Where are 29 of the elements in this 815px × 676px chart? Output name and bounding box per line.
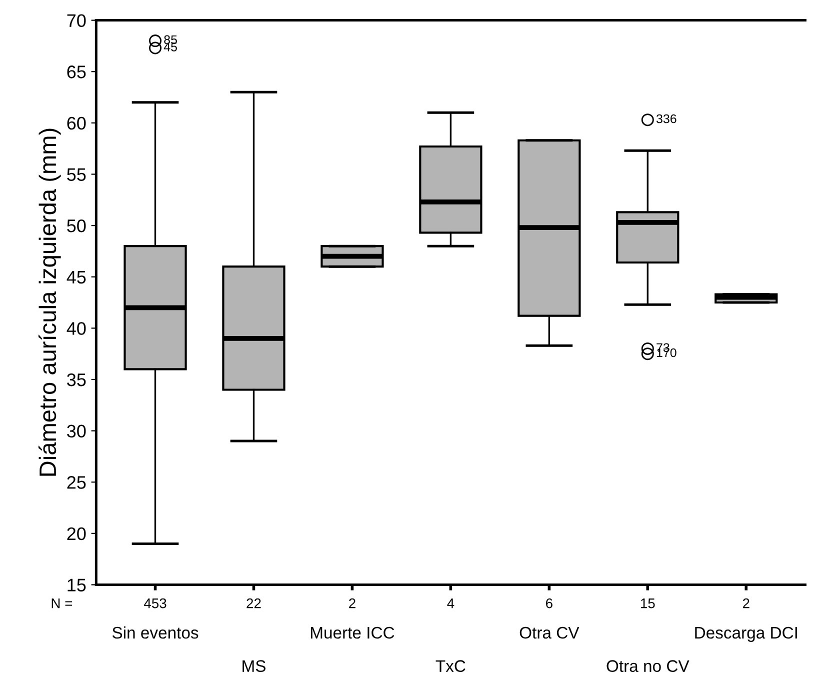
y-tick-label: 55 — [67, 168, 86, 181]
y-tick-label: 65 — [67, 66, 86, 78]
y-axis-title: Diámetro aurícula izquierda (mm) — [38, 128, 61, 476]
y-tick-label: 35 — [67, 373, 86, 386]
x-tick-label: Muerte ICC — [310, 626, 394, 639]
text: N = — [52, 598, 72, 608]
y-tick-label: 60 — [67, 116, 86, 130]
x-tick-label: Otra CV — [520, 626, 580, 639]
y-tick-label: 45 — [66, 270, 86, 284]
annotation: 336 — [656, 114, 676, 124]
y-tick-label: 70 — [67, 14, 86, 27]
text: 22 — [246, 598, 261, 608]
x-tick-label: Descarga DCI — [695, 626, 797, 642]
x-tick-label: MS — [242, 660, 266, 672]
y-tick-label: 15 — [68, 578, 86, 592]
text: 6 — [546, 598, 552, 608]
text: 15 — [640, 598, 655, 608]
x-tick-label: Otra no CV — [606, 660, 690, 672]
y-tick-label: 50 — [67, 219, 86, 232]
x-tick-label: Sin eventos — [112, 626, 198, 639]
y-tick-label: 40 — [66, 322, 86, 335]
text: 4 — [447, 598, 454, 608]
x-tick-label: TxC — [436, 660, 466, 672]
text: 453 — [144, 598, 166, 608]
text: 2 — [349, 598, 356, 608]
text: 2 — [742, 598, 750, 608]
y-tick-label: 20 — [67, 527, 86, 540]
y-tick-label: 30 — [67, 424, 86, 438]
y-tick-label: 25 — [67, 476, 86, 489]
